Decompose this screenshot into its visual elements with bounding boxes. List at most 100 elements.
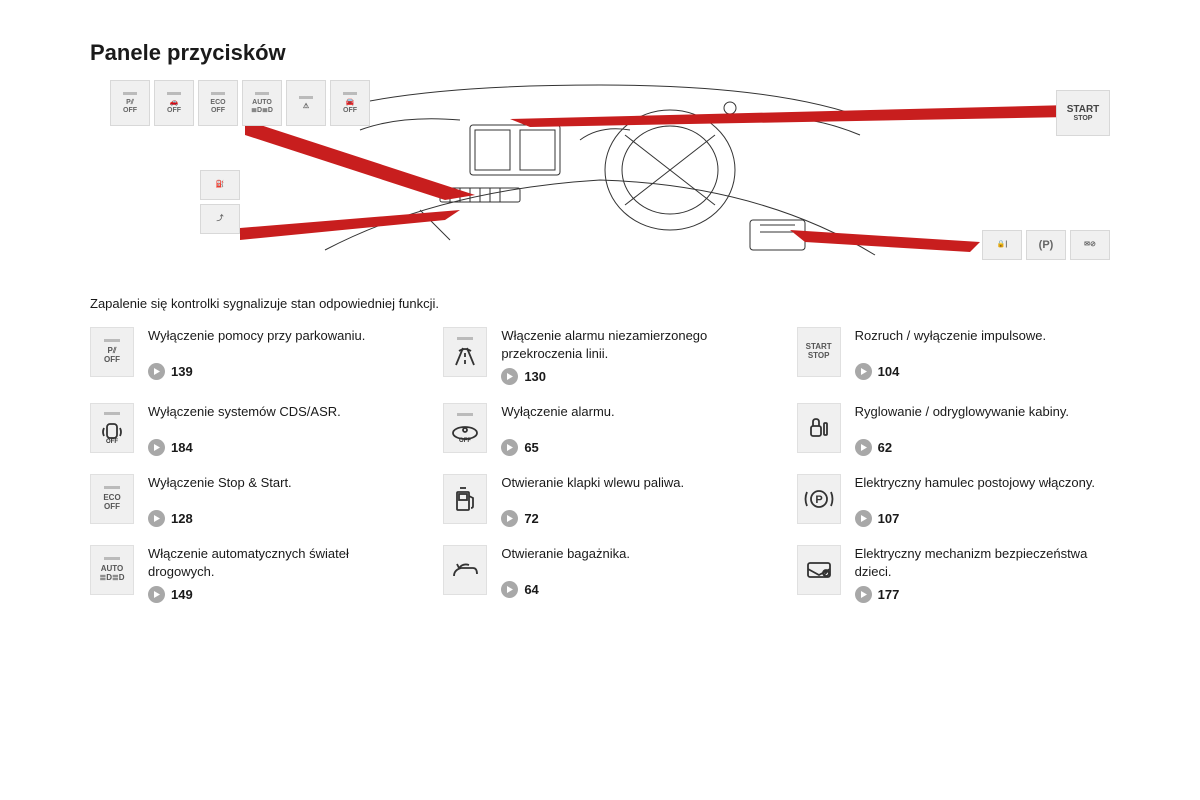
page-number: 107 bbox=[878, 511, 900, 526]
item-5: Ryglowanie / odryglowywanie kabiny. 62 bbox=[797, 403, 1110, 456]
pointer-top-right bbox=[510, 105, 1070, 135]
item-page-ref: 72 bbox=[501, 510, 756, 527]
page-bullet-icon bbox=[501, 439, 518, 456]
item-icon-11 bbox=[797, 545, 841, 595]
page-bullet-icon bbox=[148, 439, 165, 456]
page-number: 65 bbox=[524, 440, 538, 455]
diagram-left-buttons: ⛽ ⤴ bbox=[200, 170, 240, 234]
page-bullet-icon bbox=[855, 363, 872, 380]
item-text-6: Wyłączenie Stop & Start. 128 bbox=[148, 474, 403, 527]
page-bullet-icon bbox=[855, 510, 872, 527]
item-desc: Wyłączenie alarmu. bbox=[501, 403, 756, 433]
btn-child-lock: ✉⊘ bbox=[1070, 230, 1110, 260]
diagram-right-buttons: 🔒| (P) ✉⊘ bbox=[982, 230, 1110, 260]
item-icon-8: P bbox=[797, 474, 841, 524]
page-bullet-icon bbox=[148, 363, 165, 380]
btn-start-stop: START STOP bbox=[1056, 90, 1110, 136]
dashboard-diagram: P⫽OFF 🚗OFF ECOOFF AUTO≣D≣D ⚠ 🚘OFF ⛽ ⤴ ST… bbox=[90, 80, 1110, 280]
page-number: 149 bbox=[171, 587, 193, 602]
page-bullet-icon bbox=[501, 368, 518, 385]
btn-lock: 🔒| bbox=[982, 230, 1022, 260]
svg-text:P: P bbox=[815, 494, 822, 506]
item-icon-10 bbox=[443, 545, 487, 595]
item-page-ref: 64 bbox=[501, 581, 756, 598]
btn-trunk: ⤴ bbox=[200, 204, 240, 234]
item-desc: Włączenie automatycznych świateł drogowy… bbox=[148, 545, 403, 580]
item-9: AUTO≣D≣DWłączenie automatycznych świateł… bbox=[90, 545, 403, 603]
page-bullet-icon bbox=[501, 581, 518, 598]
item-10: Otwieranie bagażnika. 64 bbox=[443, 545, 756, 603]
page-bullet-icon bbox=[148, 586, 165, 603]
item-4: OFF Wyłączenie alarmu. 65 bbox=[443, 403, 756, 456]
item-text-8: Elektryczny hamulec postojowy włączony. 1… bbox=[855, 474, 1110, 527]
item-3: OFF Wyłączenie systemów CDS/ASR. 184 bbox=[90, 403, 403, 456]
btn-parking-brake: (P) bbox=[1026, 230, 1066, 260]
page-bullet-icon bbox=[855, 439, 872, 456]
item-page-ref: 107 bbox=[855, 510, 1110, 527]
btn-parking-off: P⫽OFF bbox=[110, 80, 150, 126]
item-text-3: Wyłączenie systemów CDS/ASR. 184 bbox=[148, 403, 403, 456]
item-11: Elektryczny mechanizm bezpieczeństwa dzi… bbox=[797, 545, 1110, 603]
item-icon-0: P⫽OFF bbox=[90, 327, 134, 377]
item-desc: Rozruch / wyłączenie impulsowe. bbox=[855, 327, 1110, 357]
item-desc: Otwieranie bagażnika. bbox=[501, 545, 756, 575]
item-page-ref: 130 bbox=[501, 368, 756, 385]
page-title: Panele przycisków bbox=[90, 40, 1110, 66]
item-text-9: Włączenie automatycznych świateł drogowy… bbox=[148, 545, 403, 603]
page-number: 128 bbox=[171, 511, 193, 526]
item-desc: Elektryczny mechanizm bezpieczeństwa dzi… bbox=[855, 545, 1110, 580]
item-0: P⫽OFF Wyłączenie pomocy przy parkowaniu. 1… bbox=[90, 327, 403, 385]
pointer-left bbox=[240, 210, 460, 250]
item-icon-1 bbox=[443, 327, 487, 377]
stop-label: STOP bbox=[1074, 115, 1093, 122]
pointer-right bbox=[790, 230, 980, 260]
page-number: 184 bbox=[171, 440, 193, 455]
item-8: P Elektryczny hamulec postojowy włączony.… bbox=[797, 474, 1110, 527]
item-6: ECOOFF Wyłączenie Stop & Start. 128 bbox=[90, 474, 403, 527]
page-number: 72 bbox=[524, 511, 538, 526]
page-number: 104 bbox=[878, 364, 900, 379]
item-7: Otwieranie klapki wlewu paliwa. 72 bbox=[443, 474, 756, 527]
items-grid: P⫽OFF Wyłączenie pomocy przy parkowaniu. 1… bbox=[90, 327, 1110, 603]
page-number: 130 bbox=[524, 369, 546, 384]
page-number: 64 bbox=[524, 582, 538, 597]
page-number: 139 bbox=[171, 364, 193, 379]
page-bullet-icon bbox=[855, 586, 872, 603]
item-desc: Ryglowanie / odryglowywanie kabiny. bbox=[855, 403, 1110, 433]
item-page-ref: 139 bbox=[148, 363, 403, 380]
item-page-ref: 184 bbox=[148, 439, 403, 456]
item-1: Włączenie alarmu niezamierzonego przekro… bbox=[443, 327, 756, 385]
item-desc: Włączenie alarmu niezamierzonego przekro… bbox=[501, 327, 756, 362]
item-icon-3: OFF bbox=[90, 403, 134, 453]
page-number: 62 bbox=[878, 440, 892, 455]
svg-text:OFF: OFF bbox=[106, 439, 118, 444]
item-text-1: Włączenie alarmu niezamierzonego przekro… bbox=[501, 327, 756, 385]
item-page-ref: 62 bbox=[855, 439, 1110, 456]
item-page-ref: 177 bbox=[855, 586, 1110, 603]
item-desc: Otwieranie klapki wlewu paliwa. bbox=[501, 474, 756, 504]
item-desc: Wyłączenie pomocy przy parkowaniu. bbox=[148, 327, 403, 357]
btn-auto-light: AUTO≣D≣D bbox=[242, 80, 282, 126]
item-desc: Wyłączenie systemów CDS/ASR. bbox=[148, 403, 403, 433]
item-page-ref: 128 bbox=[148, 510, 403, 527]
item-icon-6: ECOOFF bbox=[90, 474, 134, 524]
item-text-0: Wyłączenie pomocy przy parkowaniu. 139 bbox=[148, 327, 403, 380]
item-2: STARTSTOP Rozruch / wyłączenie impulsowe.… bbox=[797, 327, 1110, 385]
item-page-ref: 149 bbox=[148, 586, 403, 603]
item-text-11: Elektryczny mechanizm bezpieczeństwa dzi… bbox=[855, 545, 1110, 603]
page-bullet-icon bbox=[501, 510, 518, 527]
item-desc: Wyłączenie Stop & Start. bbox=[148, 474, 403, 504]
page-number: 177 bbox=[878, 587, 900, 602]
item-text-10: Otwieranie bagażnika. 64 bbox=[501, 545, 756, 598]
item-desc: Elektryczny hamulec postojowy włączony. bbox=[855, 474, 1110, 504]
btn-eco-off: ECOOFF bbox=[198, 80, 238, 126]
item-text-5: Ryglowanie / odryglowywanie kabiny. 62 bbox=[855, 403, 1110, 456]
item-text-4: Wyłączenie alarmu. 65 bbox=[501, 403, 756, 456]
start-label: START bbox=[1067, 105, 1100, 115]
svg-text:OFF: OFF bbox=[459, 438, 471, 443]
item-page-ref: 65 bbox=[501, 439, 756, 456]
item-icon-2: STARTSTOP bbox=[797, 327, 841, 377]
btn-lane: ⚠ bbox=[286, 80, 326, 126]
diagram-top-buttons: P⫽OFF 🚗OFF ECOOFF AUTO≣D≣D ⚠ 🚘OFF bbox=[110, 80, 370, 126]
btn-alarm-off: 🚘OFF bbox=[330, 80, 370, 126]
